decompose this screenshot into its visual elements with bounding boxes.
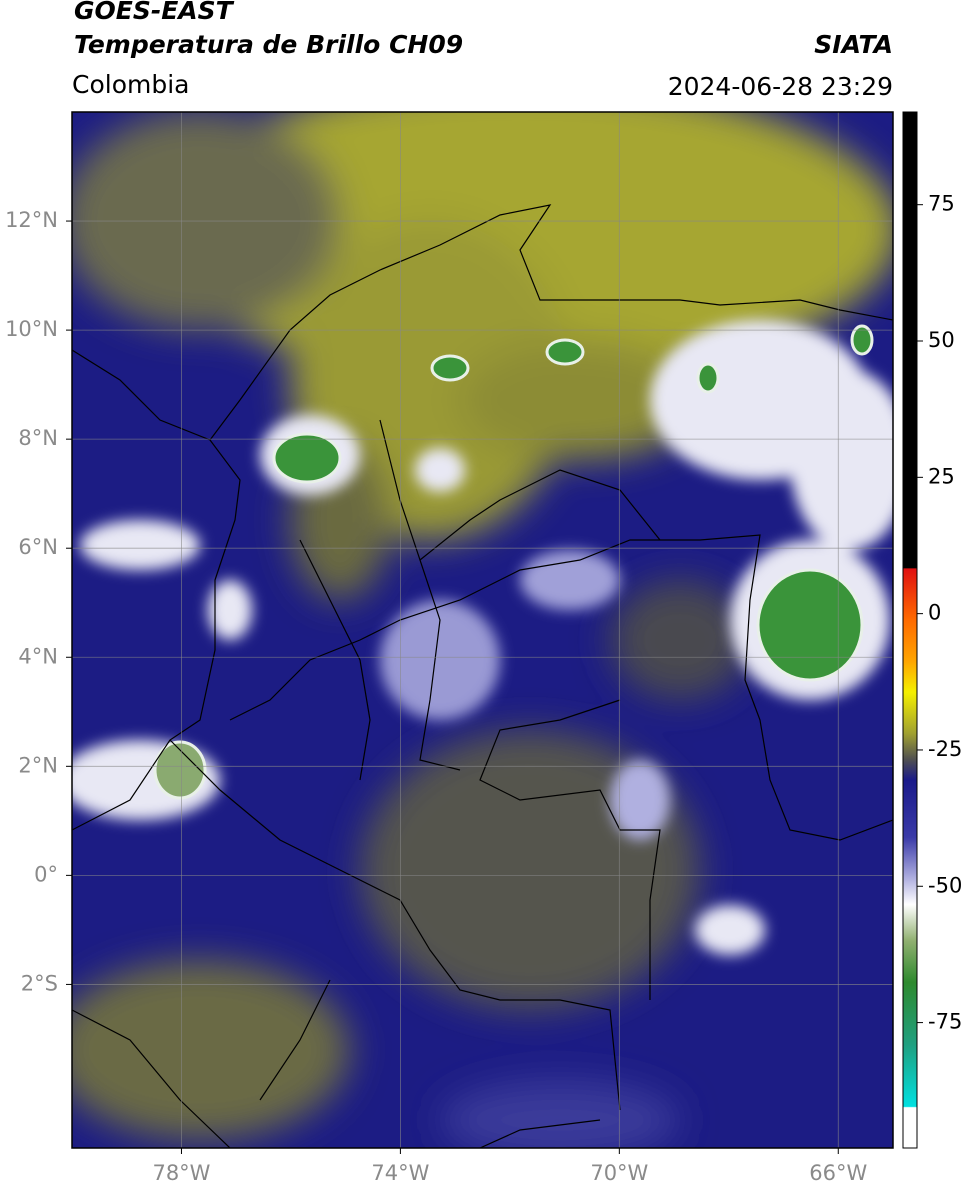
x-tick-label: 70°W [590,1161,648,1185]
colorbar-tick-label: 75 [928,192,955,216]
map-frame [71,111,894,1149]
subtitle: Temperatura de Brillo CH09 [74,30,463,59]
datetime: 2024-06-28 23:29 [668,72,893,101]
y-tick-label: 10°N [5,317,58,341]
colorbar [902,111,918,1149]
y-tick-label: 0° [34,862,58,886]
x-tick-label: 78°W [152,1161,210,1185]
colorbar-tick-label: -75 [928,1010,962,1034]
y-tick-label: 2°N [18,753,58,777]
colorbar-tick-label: 0 [928,601,941,625]
source: SIATA [814,30,893,59]
colorbar-tick-label: -25 [928,737,962,761]
colorbar-tick-label: 25 [928,464,955,488]
title: GOES-EAST [74,0,235,25]
y-tick-label: 4°N [18,644,58,668]
colorbar-tick-label: 50 [928,328,955,352]
satellite-image [72,112,893,1148]
y-tick-label: 6°N [18,535,58,559]
borders [72,204,893,1148]
colorbar-tick-label: -50 [928,873,962,897]
grid [72,112,893,1148]
region: Colombia [72,70,189,99]
y-tick-label: 8°N [18,426,58,450]
y-tick-label: 2°S [21,971,58,995]
y-tick-label: 12°N [5,208,58,232]
x-tick-label: 66°W [809,1161,867,1185]
x-tick-label: 74°W [371,1161,429,1185]
